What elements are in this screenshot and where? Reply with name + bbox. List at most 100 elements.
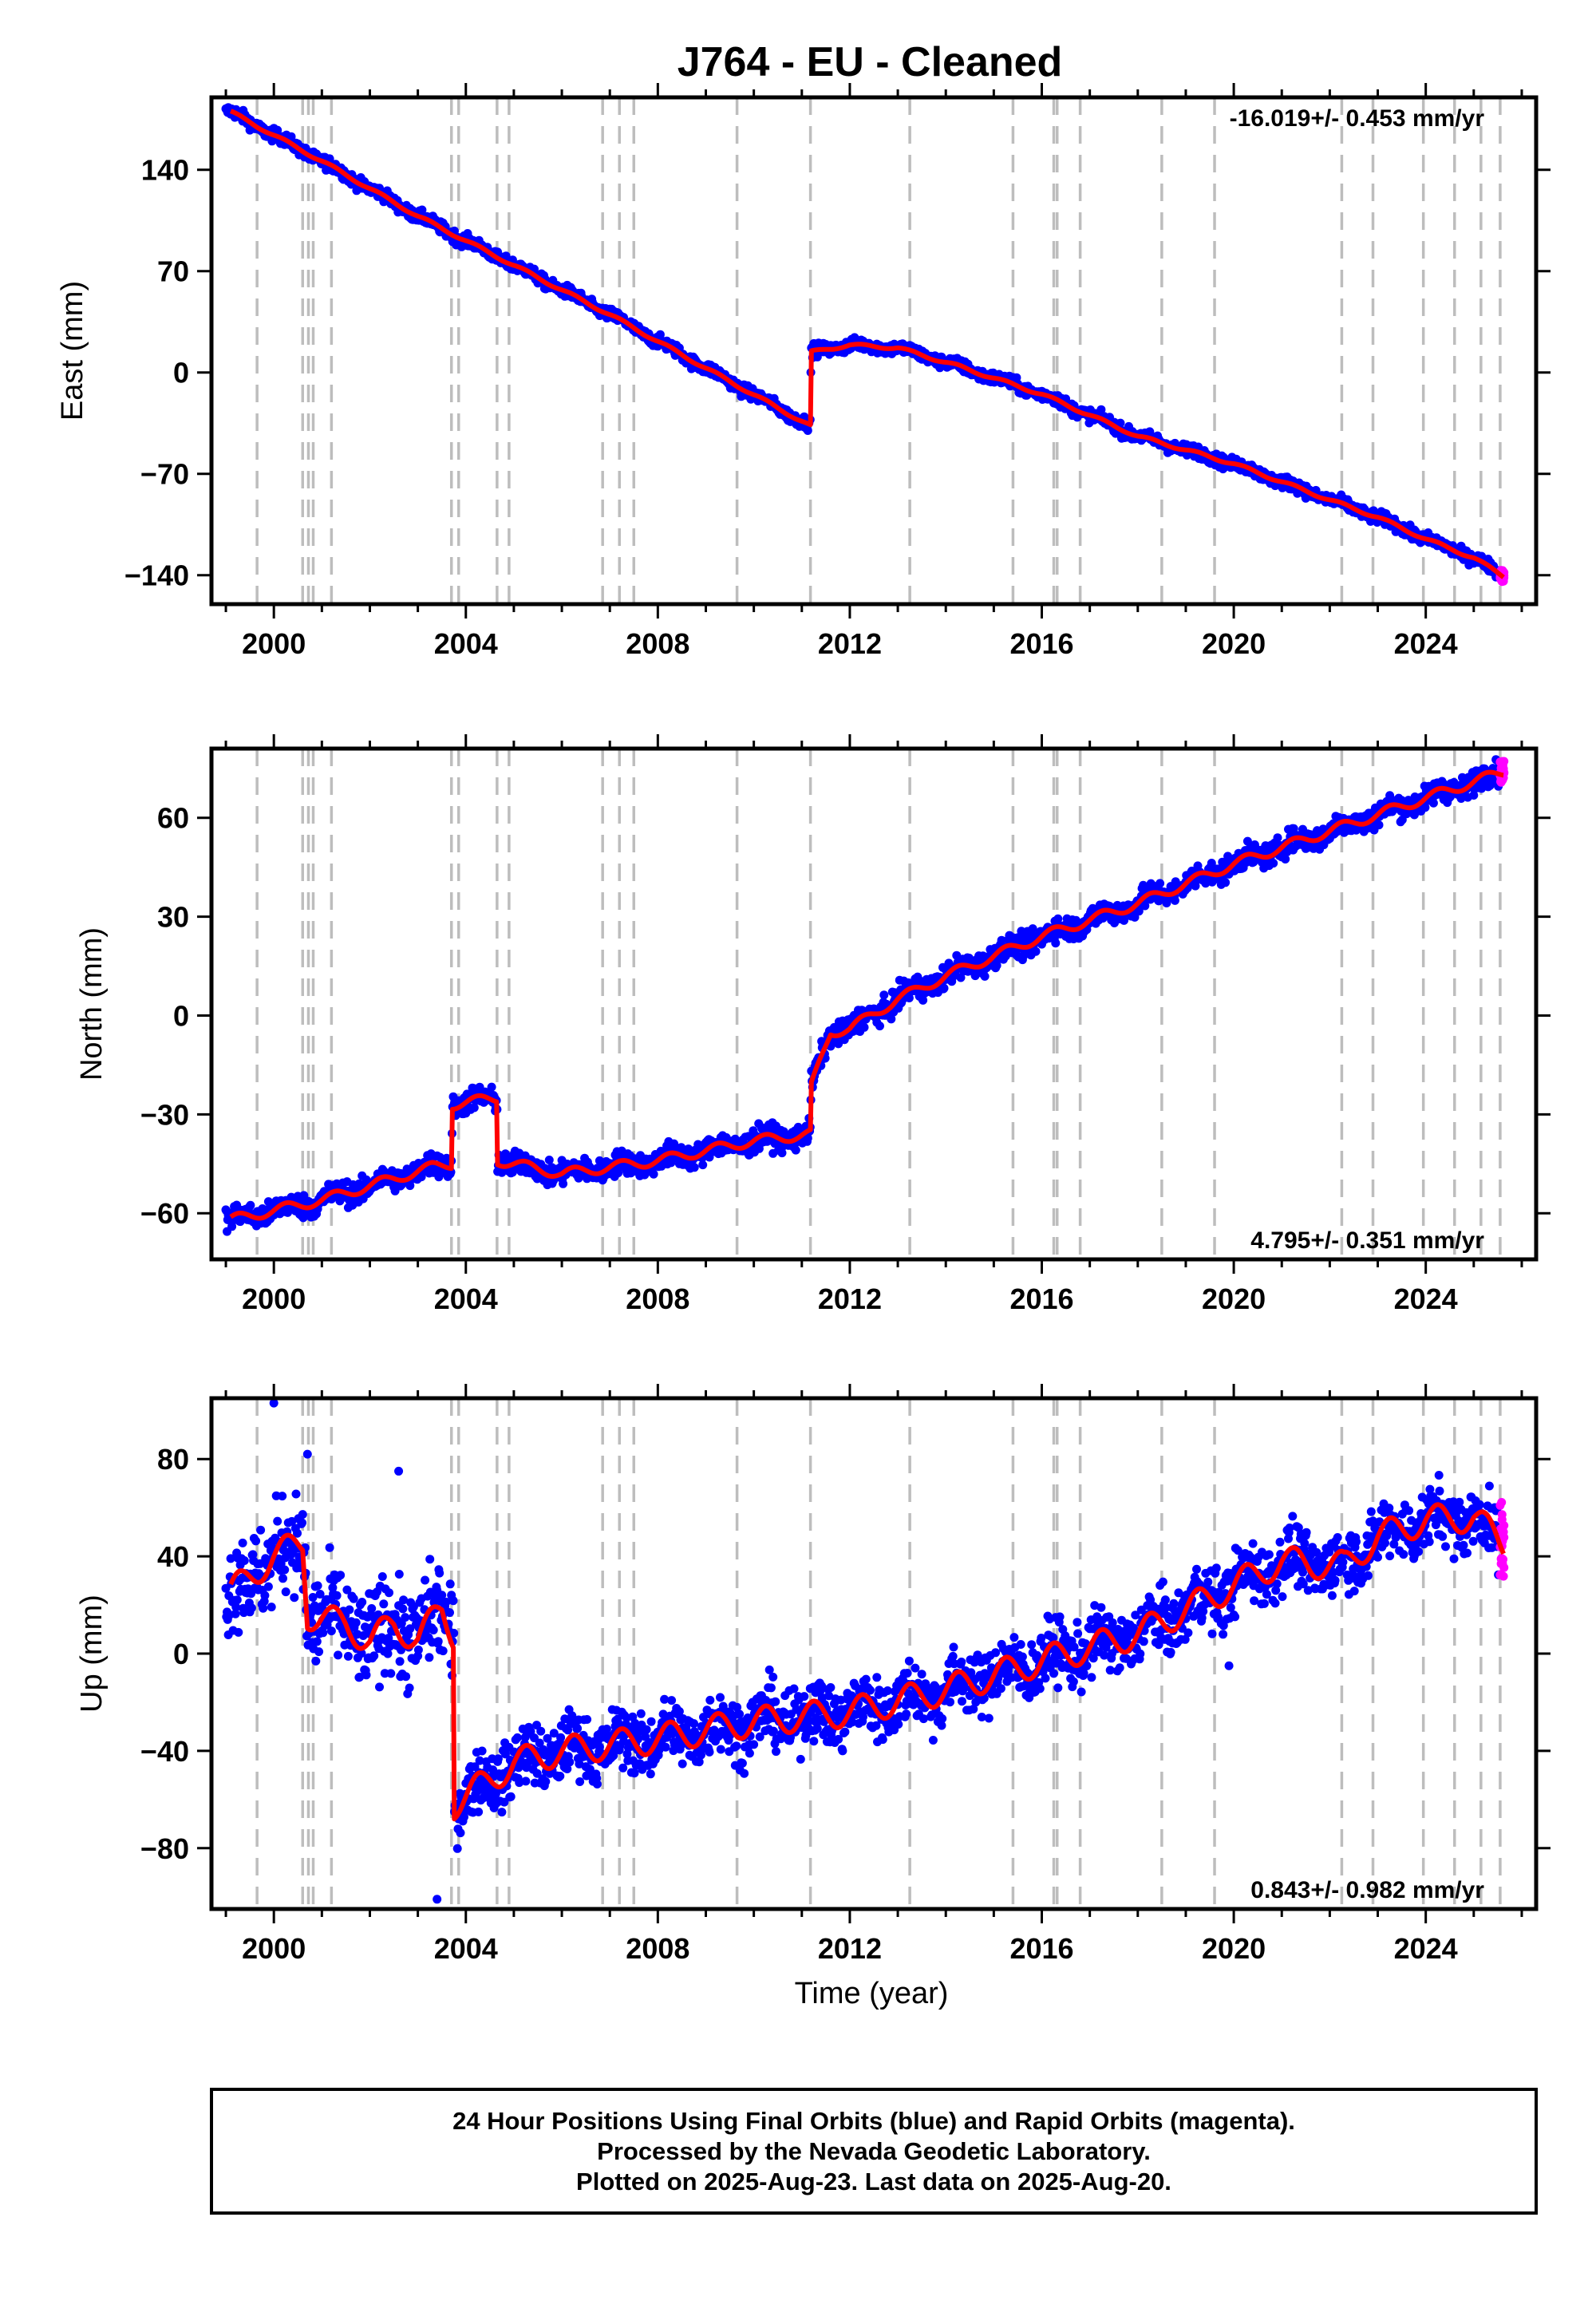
east-ytick-label-0: −140	[124, 559, 189, 592]
up-final-point-217	[351, 1618, 361, 1627]
up-final-point-275	[386, 1669, 396, 1678]
north-xtick-label-2012: 2012	[818, 1282, 882, 1315]
east-y-axis-label: East (mm)	[56, 281, 89, 421]
up-final-point-340	[425, 1555, 435, 1564]
north-final-point-1350	[1031, 947, 1041, 956]
up-final-point-427	[477, 1746, 487, 1756]
up-final-point-76	[267, 1603, 276, 1612]
east-final-point-467	[501, 251, 511, 261]
up-final-point-71	[263, 1582, 273, 1591]
up-final-point-86	[273, 1516, 282, 1526]
up-final-point-155	[314, 1647, 324, 1657]
north-final-point-1064	[859, 1022, 869, 1032]
up-final-point-379	[448, 1596, 458, 1606]
up-final-point-43	[247, 1603, 256, 1613]
east-xtick-label-2012: 2012	[818, 627, 882, 660]
up-final-point-290	[395, 1657, 405, 1666]
up-final-point-263	[379, 1599, 389, 1609]
up-final-point-94	[278, 1492, 287, 1501]
east-ytick-label-3: 70	[157, 255, 189, 288]
up-final-point-374	[445, 1579, 455, 1589]
up-final-point-28	[238, 1538, 247, 1547]
up-final-point-362	[438, 1646, 448, 1656]
up-final-point-128	[298, 1510, 307, 1520]
up-final-point-234	[361, 1670, 371, 1680]
up-final-point-98	[280, 1565, 290, 1575]
up-final-point-153	[313, 1581, 322, 1591]
up-final-point-356	[435, 1568, 444, 1578]
east-xtick-label-2008: 2008	[626, 627, 689, 660]
north-final-point-1746	[1269, 859, 1278, 868]
up-final-point-346	[429, 1626, 438, 1634]
up-final-point-421	[474, 1807, 484, 1816]
up-final-point-272	[385, 1588, 393, 1598]
north-ytick-label-2: 0	[173, 999, 189, 1032]
up-final-point-332	[421, 1575, 430, 1585]
north-xtick-label-2004: 2004	[434, 1282, 498, 1315]
north-ytick-label-3: 30	[157, 901, 189, 934]
up-final-point-213	[349, 1594, 358, 1603]
east-final-point-1491	[1116, 418, 1125, 428]
north-final-point-1265	[980, 971, 990, 981]
east-xtick-label-2020: 2020	[1202, 627, 1266, 660]
up-final-point-50	[251, 1536, 261, 1546]
east-ytick-label-2: 0	[173, 357, 189, 389]
up-final-point-354	[433, 1637, 443, 1646]
up-final-point-173	[325, 1543, 334, 1552]
north-rate-annotation: 4.795+/- 0.351 mm/yr	[1250, 1227, 1484, 1254]
up-final-point-306	[405, 1683, 414, 1693]
north-final-point-1753	[1273, 833, 1282, 843]
up-final-point-127	[298, 1518, 306, 1528]
up-final-point-247	[369, 1651, 379, 1661]
up-final-point-114	[290, 1593, 299, 1603]
north-final-point-1197	[939, 983, 949, 993]
north-final-point-1922	[1374, 820, 1384, 830]
up-final-point-243	[367, 1604, 377, 1613]
north-xtick-label-2000: 2000	[242, 1282, 306, 1315]
up-final-point-185	[332, 1591, 342, 1600]
up-final-point-256	[375, 1682, 384, 1692]
up-final-point-176	[326, 1626, 336, 1636]
up-final-point-58	[256, 1525, 266, 1535]
up-final-point-300	[401, 1672, 411, 1682]
up-final-point-289	[394, 1570, 404, 1579]
north-final-point-795	[698, 1160, 708, 1170]
up-final-point-204	[343, 1651, 353, 1661]
up-final-point-321	[413, 1645, 423, 1654]
north-ytick-label-1: −30	[140, 1098, 189, 1131]
up-final-point-373	[445, 1608, 454, 1618]
north-final-point-1090	[875, 1022, 884, 1031]
north-final-point-443	[487, 1082, 496, 1092]
north-final-point-713	[649, 1169, 658, 1179]
north-final-point-1097	[879, 990, 889, 1000]
north-ytick-label-0: −60	[140, 1197, 189, 1230]
up-final-point-19	[232, 1595, 242, 1605]
north-y-axis-label: North (mm)	[75, 927, 109, 1081]
north-final-point-1383	[1051, 939, 1061, 948]
up-final-point-261	[377, 1572, 387, 1581]
up-final-point-31	[239, 1556, 249, 1565]
east-xtick-label-2024: 2024	[1394, 627, 1458, 660]
north-ytick-label-4: 60	[157, 802, 189, 835]
east-ytick-label-1: −70	[140, 458, 189, 491]
up-final-point-21	[234, 1627, 243, 1637]
north-final-point-950	[791, 1145, 800, 1155]
east-panel: 2000 2004 2008 2012 2016 2020 2024−140−7007014…	[56, 83, 1551, 660]
north-final-point-1582	[1170, 895, 1179, 905]
up-final-point-150	[311, 1656, 321, 1666]
north-xtick-label-2024: 2024	[1394, 1282, 1458, 1315]
north-final-point-1766	[1281, 855, 1290, 864]
east-xtick-label-2000: 2000	[242, 627, 306, 660]
figure-title: J764 - EU - Cleaned	[678, 39, 1063, 85]
up-final-point-386	[452, 1844, 462, 1853]
up-final-point-191	[336, 1571, 346, 1580]
north-final-point-1666	[1221, 878, 1231, 887]
north-xtick-label-2016: 2016	[1009, 1282, 1073, 1315]
up-final-point-152	[312, 1637, 322, 1646]
north-final-point-41	[246, 1200, 255, 1210]
east-rate-annotation: -16.019+/- 0.453 mm/yr	[1230, 105, 1485, 132]
up-final-point-187	[334, 1650, 343, 1660]
up-final-point-295	[398, 1604, 408, 1614]
up-final-point-206	[345, 1605, 354, 1614]
